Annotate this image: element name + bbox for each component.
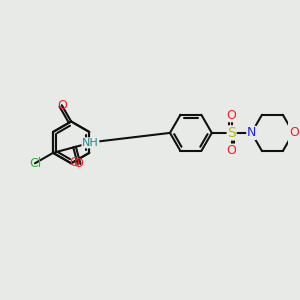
Text: O: O: [70, 156, 80, 169]
Text: O: O: [226, 109, 236, 122]
Text: O: O: [289, 126, 299, 140]
Text: S: S: [227, 126, 236, 140]
Text: O: O: [226, 144, 236, 157]
Text: N: N: [247, 126, 256, 140]
Text: O: O: [57, 99, 67, 112]
Text: O: O: [73, 157, 83, 170]
Text: NH: NH: [82, 138, 99, 148]
Text: Cl: Cl: [29, 157, 41, 170]
